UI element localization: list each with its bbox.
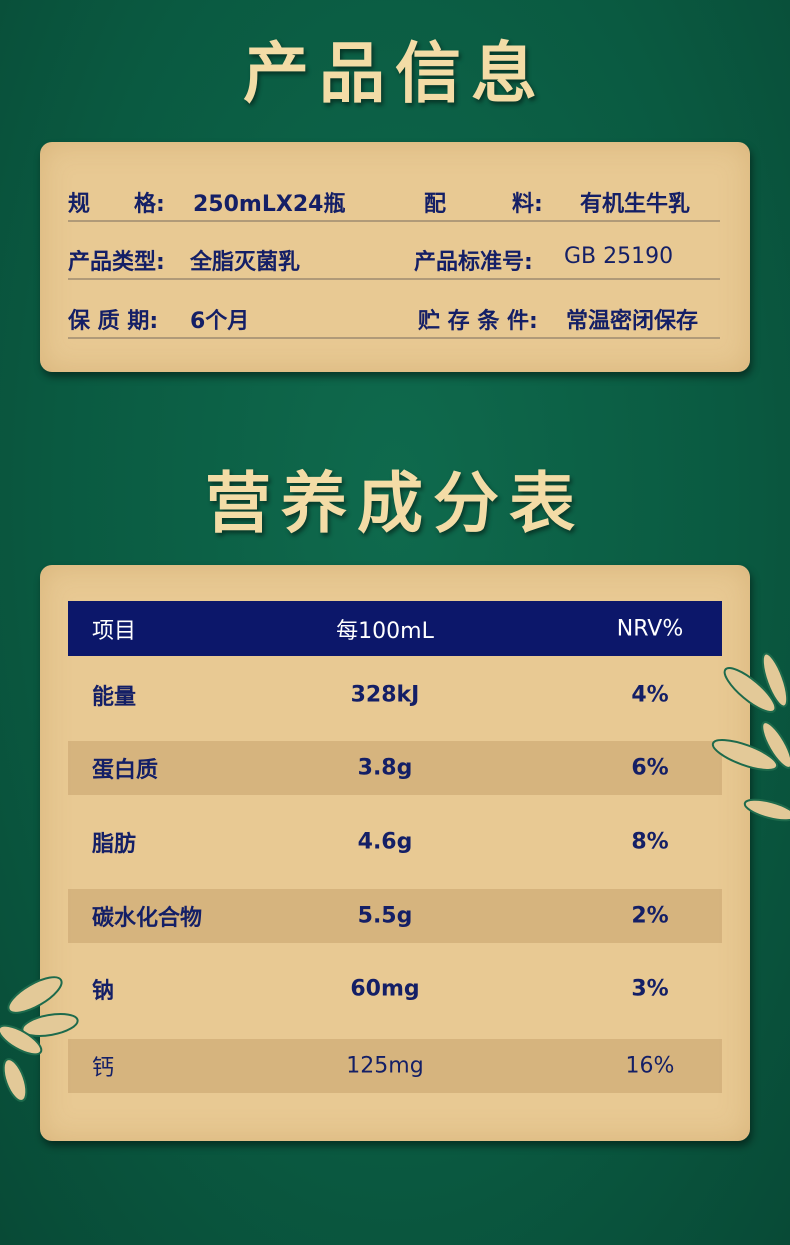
nutrient-nrv: 4%	[631, 682, 669, 708]
nutrient-nrv: 8%	[631, 829, 669, 855]
table-row: 碳水化合物 5.5g 2%	[68, 889, 722, 943]
header-nrv: NRV%	[616, 616, 684, 641]
spec-value: 250mLX24瓶	[193, 192, 346, 217]
nutrition-card: 项目 每100mL NRV% 能量 328kJ 4% 蛋白质 3.8g 6% 脂…	[40, 565, 750, 1141]
nutrient-amount: 4.6g	[357, 829, 413, 855]
info-row: 规 格: 250mLX24瓶 配 料: 有机生牛乳	[68, 180, 720, 222]
storage-value: 常温密闭保存	[566, 309, 699, 334]
product-info-title: 产品信息	[243, 35, 547, 112]
nutrient-amount: 5.5g	[357, 903, 413, 929]
type-value: 全脂灭菌乳	[190, 250, 301, 275]
header-per-100ml: 每100mL	[336, 618, 434, 644]
leaf-decoration-left-icon	[0, 976, 79, 1102]
nutrient-nrv: 16%	[625, 1053, 675, 1079]
nutrient-nrv: 2%	[631, 903, 669, 929]
table-row: 能量 328kJ 4%	[68, 668, 722, 722]
ingredients-label: 配 料:	[424, 192, 543, 217]
nutrient-amount: 3.8g	[357, 755, 413, 781]
nutrition-title: 营养成分表	[205, 465, 585, 542]
nutrient-amount: 125mg	[346, 1053, 424, 1079]
standard-value: GB 25190	[564, 244, 674, 269]
nutrient-name: 钙	[92, 1056, 115, 1081]
nutrient-name: 能量	[92, 685, 137, 710]
standard-label: 产品标准号:	[414, 250, 533, 275]
nutrient-amount: 328kJ	[350, 682, 420, 708]
shelf-life-value: 6个月	[190, 309, 250, 334]
shelf-life-label: 保 质 期:	[68, 309, 159, 334]
nutrient-name: 钠	[92, 979, 115, 1004]
info-row: 产品类型: 全脂灭菌乳 产品标准号: GB 25190	[68, 238, 720, 280]
table-row: 钠 60mg 3%	[68, 962, 722, 1016]
type-label: 产品类型:	[68, 250, 165, 275]
nutrient-name: 脂肪	[92, 832, 137, 857]
info-row: 保 质 期: 6个月 贮 存 条 件: 常温密闭保存	[68, 297, 720, 339]
table-row: 蛋白质 3.8g 6%	[68, 741, 722, 795]
nutrient-amount: 60mg	[350, 976, 420, 1002]
ingredients-value: 有机生牛乳	[580, 192, 691, 217]
nutrient-name: 蛋白质	[92, 758, 159, 783]
table-row: 脂肪 4.6g 8%	[68, 815, 722, 869]
table-row: 钙 125mg 16%	[68, 1039, 722, 1093]
nutrient-nrv: 6%	[631, 755, 669, 781]
table-header: 项目 每100mL NRV%	[68, 601, 722, 656]
leaf-decoration-right-icon	[711, 652, 790, 822]
nutrient-name: 碳水化合物	[92, 906, 203, 931]
storage-label: 贮 存 条 件:	[418, 309, 538, 334]
spec-label: 规 格:	[68, 192, 165, 217]
header-item: 项目	[92, 618, 137, 644]
product-info-card: 规 格: 250mLX24瓶 配 料: 有机生牛乳 产品类型: 全脂灭菌乳 产品…	[40, 142, 750, 372]
nutrient-nrv: 3%	[631, 976, 669, 1002]
